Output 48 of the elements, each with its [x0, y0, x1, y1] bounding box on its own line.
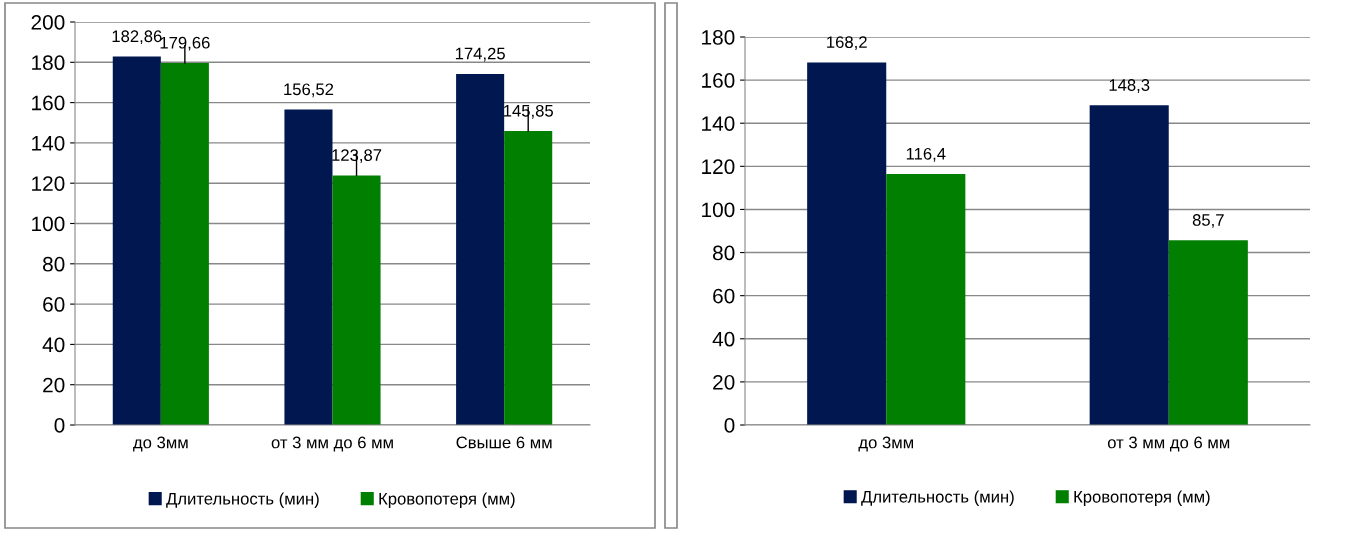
bar [112, 56, 161, 425]
bar [160, 62, 209, 425]
y-tick-label: 0 [724, 418, 735, 433]
bar [332, 175, 381, 425]
y-tick-label: 100 [32, 216, 65, 232]
data-label: 174,25 [455, 47, 505, 62]
bar [504, 131, 553, 425]
bar [456, 73, 505, 425]
y-tick-label: 120 [32, 176, 65, 191]
y-tick-label: 100 [702, 202, 735, 218]
legend-label: Кровопотеря (мм) [379, 492, 515, 508]
y-tick-label: 180 [702, 30, 735, 45]
y-tick-label: 180 [32, 55, 65, 71]
bar [886, 174, 966, 425]
y-tick-label: 0 [54, 418, 65, 433]
y-tick-label: 160 [32, 95, 65, 111]
x-tick-label: до 3мм [858, 436, 914, 452]
y-tick-label: 20 [713, 374, 735, 390]
y-tick-label: 80 [43, 256, 65, 272]
y-tick-label: 40 [712, 331, 735, 347]
y-tick-label: 140 [32, 135, 65, 151]
y-tick-label: 160 [702, 73, 735, 88]
data-label: 182,86 [112, 30, 162, 45]
legend-label: Кровопотеря (мм) [1074, 490, 1210, 506]
data-label: 168,2 [827, 36, 867, 50]
data-label: 116,4 [906, 147, 946, 162]
y-tick-label: 60 [713, 288, 735, 304]
data-label: 85,7 [1192, 214, 1224, 228]
bar [284, 109, 333, 425]
y-tick-label: 120 [702, 159, 735, 175]
data-label: 148,3 [1109, 79, 1150, 93]
x-tick-label: Свыше 6 мм [456, 436, 552, 449]
bar [1168, 240, 1248, 425]
legend-label: Длительность (мин) [166, 492, 319, 508]
data-label: 179,66 [160, 36, 210, 51]
x-tick-label: до 3мм [133, 436, 188, 452]
y-tick-label: 140 [702, 116, 735, 131]
y-tick-label: 20 [43, 377, 65, 393]
data-label: 156,52 [284, 83, 334, 98]
legend-label: Длительность (мин) [861, 490, 1014, 506]
bar [1089, 105, 1169, 425]
x-tick-label: от 3 мм до 6 мм [271, 436, 393, 452]
y-tick-label: 80 [713, 245, 735, 261]
x-tick-label: от 3 мм до 6 мм [1107, 436, 1230, 452]
y-tick-label: 60 [43, 297, 65, 312]
y-tick-label: 200 [31, 15, 65, 30]
y-tick-label: 40 [42, 337, 65, 353]
bar [807, 62, 887, 425]
